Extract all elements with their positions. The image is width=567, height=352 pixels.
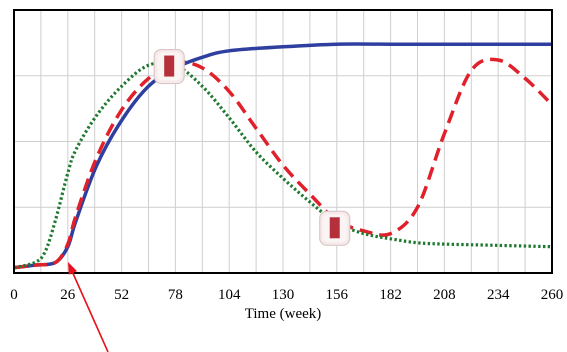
x-tick-label: 52 [114, 287, 129, 303]
annotation-arrow [68, 262, 109, 352]
x-tick-label: 260 [541, 287, 564, 303]
markers-group [153, 48, 351, 246]
chart-marker-icon [153, 48, 185, 85]
x-tick-label: 26 [60, 287, 76, 303]
grid [14, 10, 552, 273]
x-tick-label: 234 [487, 287, 510, 303]
x-tick-label: 0 [10, 287, 18, 303]
x-tick-label: 104 [218, 287, 241, 303]
x-axis-title: Time (week) [245, 306, 322, 322]
arrow-head [68, 262, 77, 275]
x-tick-label: 78 [168, 287, 183, 303]
plot-frame [13, 9, 553, 274]
x-tick-label: 156 [326, 287, 349, 303]
arrow-line [70, 269, 109, 352]
x-tick-label: 208 [433, 287, 456, 303]
chart-marker-icon [319, 210, 351, 246]
series-line-dotted [13, 60, 553, 270]
x-tick-labels: 0 26 52 78 104 130 156 182 208 234 260 [10, 287, 563, 303]
x-tick-label: 130 [272, 287, 295, 303]
series-line-dashed [13, 57, 554, 270]
x-tick-label: 182 [379, 287, 402, 303]
